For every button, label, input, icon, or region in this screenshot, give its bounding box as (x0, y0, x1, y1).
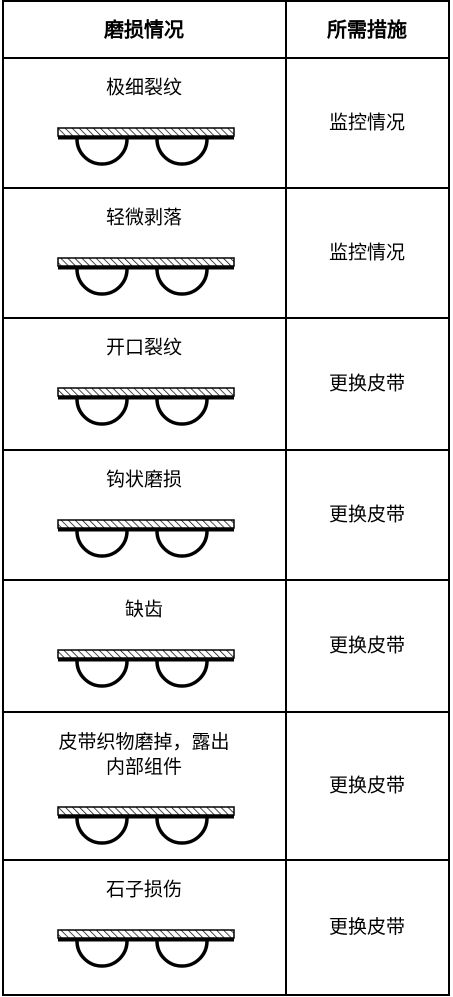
condition-text: 轻微剥落 (106, 207, 182, 229)
belt-tooth (155, 940, 209, 968)
belt-illustration (57, 519, 235, 558)
belt-illustration (57, 257, 235, 296)
belt-strip (57, 806, 235, 816)
belt-illustration (57, 127, 235, 166)
belt-illustration (57, 387, 235, 426)
belt-illustration (57, 806, 235, 845)
belt-strip (57, 127, 235, 137)
belt-illustration (57, 929, 235, 968)
belt-strip (57, 929, 235, 939)
belt-tooth (75, 398, 129, 426)
belt-tooth (155, 138, 209, 166)
condition-text: 钩状磨损 (106, 469, 182, 491)
condition-text: 石子损伤 (106, 879, 182, 901)
belt-tooth (155, 660, 209, 688)
action-text: 更换皮带 (329, 373, 405, 395)
condition-text: 开口裂纹 (106, 337, 182, 359)
belt-tooth (155, 398, 209, 426)
action-text: 更换皮带 (329, 916, 405, 938)
belt-tooth (75, 660, 129, 688)
belt-tooth (75, 530, 129, 558)
belt-tooth (155, 817, 209, 845)
belt-tooth (75, 940, 129, 968)
action-text: 监控情况 (329, 242, 405, 264)
header-cell: 磨损情况 (104, 18, 184, 42)
action-text: 更换皮带 (329, 635, 405, 657)
belt-tooth (75, 138, 129, 166)
condition-text: 缺齿 (125, 599, 163, 621)
belt-tooth (155, 268, 209, 296)
condition-text: 皮带织物磨掉，露出内部组件 (58, 731, 229, 778)
belt-tooth (155, 530, 209, 558)
belt-strip (57, 649, 235, 659)
action-text: 监控情况 (329, 112, 405, 134)
belt-tooth (75, 268, 129, 296)
belt-tooth (75, 817, 129, 845)
belt-strip (57, 519, 235, 529)
belt-strip (57, 257, 235, 267)
belt-illustration (57, 649, 235, 688)
belt-strip (57, 387, 235, 397)
header-cell: 所需措施 (327, 18, 407, 42)
action-text: 更换皮带 (329, 775, 405, 797)
condition-text: 极细裂纹 (106, 77, 182, 99)
action-text: 更换皮带 (329, 504, 405, 526)
